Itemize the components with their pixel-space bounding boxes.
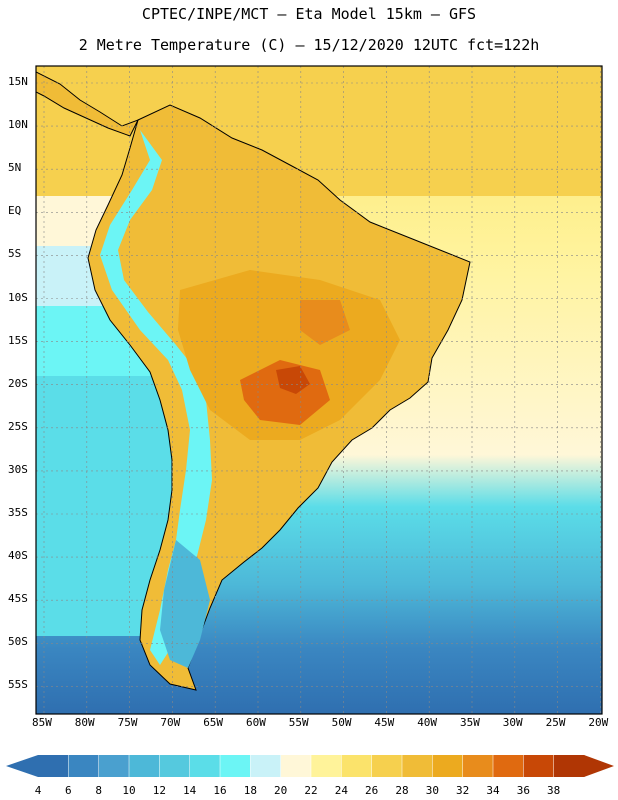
latitude-label: 15S xyxy=(8,333,28,347)
colorbar-swatch xyxy=(98,755,130,777)
latitude-label: 25S xyxy=(8,419,28,433)
longitude-label: 80W xyxy=(74,716,95,729)
colorbar-right-arrow xyxy=(584,755,614,777)
longitude-label: 25W xyxy=(545,716,566,729)
latitude-label: 20S xyxy=(8,376,28,390)
colorbar-tick-label: 22 xyxy=(304,784,318,797)
longitude-label: 60W xyxy=(246,716,266,729)
colorbar-swatch xyxy=(493,755,524,777)
map-frame xyxy=(35,65,603,715)
colorbar-swatch xyxy=(311,755,342,777)
longitude-label: 85W xyxy=(32,716,52,729)
map-field xyxy=(36,66,602,714)
colorbar-tick-label: 36 xyxy=(516,784,530,797)
longitude-label: 55W xyxy=(288,716,309,729)
colorbar-swatch xyxy=(371,755,403,777)
latitude-label: 45S xyxy=(8,592,28,606)
longitude-label: 20W xyxy=(588,716,609,729)
colorbar xyxy=(6,755,614,777)
latitude-label: 50S xyxy=(8,635,28,649)
latitude-label: 15N xyxy=(8,75,28,88)
hot-zone-peak xyxy=(276,366,310,394)
colorbar-tick-label: 28 xyxy=(395,784,409,797)
colorbar-tick-label: 10 xyxy=(122,784,136,797)
longitude-label: 50W xyxy=(331,716,352,729)
colorbar-tick-label: 30 xyxy=(425,784,439,797)
colorbar-swatch xyxy=(280,755,312,777)
latitude-label: 55S xyxy=(8,678,28,692)
map-subtitle: 2 Metre Temperature (C) – 15/12/2020 12U… xyxy=(78,36,540,54)
colorbar-swatch xyxy=(220,755,251,777)
graticule xyxy=(36,66,602,714)
longitude-label: 30W xyxy=(502,716,523,729)
colorbar-swatch xyxy=(462,755,494,777)
colorbar-swatch xyxy=(402,755,433,777)
colorbar-tick-label: 32 xyxy=(456,784,470,797)
colorbar-tick-label: 16 xyxy=(213,784,227,797)
colorbar-swatch xyxy=(432,755,464,777)
colorbar-swatch xyxy=(189,755,221,777)
colorbar-swatch xyxy=(38,755,69,777)
latitude-label: 10N xyxy=(8,118,28,132)
colorbar-tick-label: 8 xyxy=(95,784,102,797)
colorbar-swatch xyxy=(68,755,100,777)
colorbar-tick-label: 12 xyxy=(152,784,166,797)
latitude-label: 10S xyxy=(8,290,28,304)
colorbar-tick-label: 14 xyxy=(183,784,197,797)
colorbar-left-arrow xyxy=(6,755,38,777)
latitude-label: 40S xyxy=(8,549,28,563)
longitude-label: 70W xyxy=(160,716,181,729)
latitude-label: EQ xyxy=(8,204,22,218)
colorbar-tick-label: 38 xyxy=(547,784,561,797)
colorbar-swatch xyxy=(341,755,373,777)
colorbar-tick-label: 20 xyxy=(274,784,288,797)
colorbar-tick-label: 24 xyxy=(334,784,348,797)
longitude-label: 75W xyxy=(117,716,138,729)
longitude-label: 35W xyxy=(460,716,480,729)
colorbar-tick-label: 18 xyxy=(243,784,257,797)
latitude-label: 5N xyxy=(8,161,22,175)
latitude-label: 5S xyxy=(8,247,22,261)
hot-zone-interior xyxy=(178,270,400,440)
colorbar-tick-label: 34 xyxy=(486,784,500,797)
colorbar-swatch xyxy=(553,755,585,777)
hot-zone-north xyxy=(300,300,350,345)
hot-zone-core xyxy=(240,360,330,425)
longitude-label: 45W xyxy=(374,716,395,729)
colorbar-tick-label: 26 xyxy=(365,784,379,797)
longitude-label: 65W xyxy=(203,716,224,729)
colorbar-tick-label: 6 xyxy=(65,784,72,797)
colorbar-tick-label: 4 xyxy=(34,784,42,797)
andes-cool-zone xyxy=(100,130,212,665)
colorbar-swatch xyxy=(523,755,555,777)
colorbar-swatch xyxy=(159,755,191,777)
latitude-label: 35S xyxy=(8,506,28,519)
longitude-label: 40W xyxy=(417,716,438,729)
latitude-label: 30S xyxy=(8,462,28,476)
colorbar-swatch xyxy=(129,755,160,777)
map-title: CPTEC/INPE/MCT – Eta Model 15km – GFS xyxy=(141,5,477,23)
colorbar-swatch xyxy=(250,755,282,777)
